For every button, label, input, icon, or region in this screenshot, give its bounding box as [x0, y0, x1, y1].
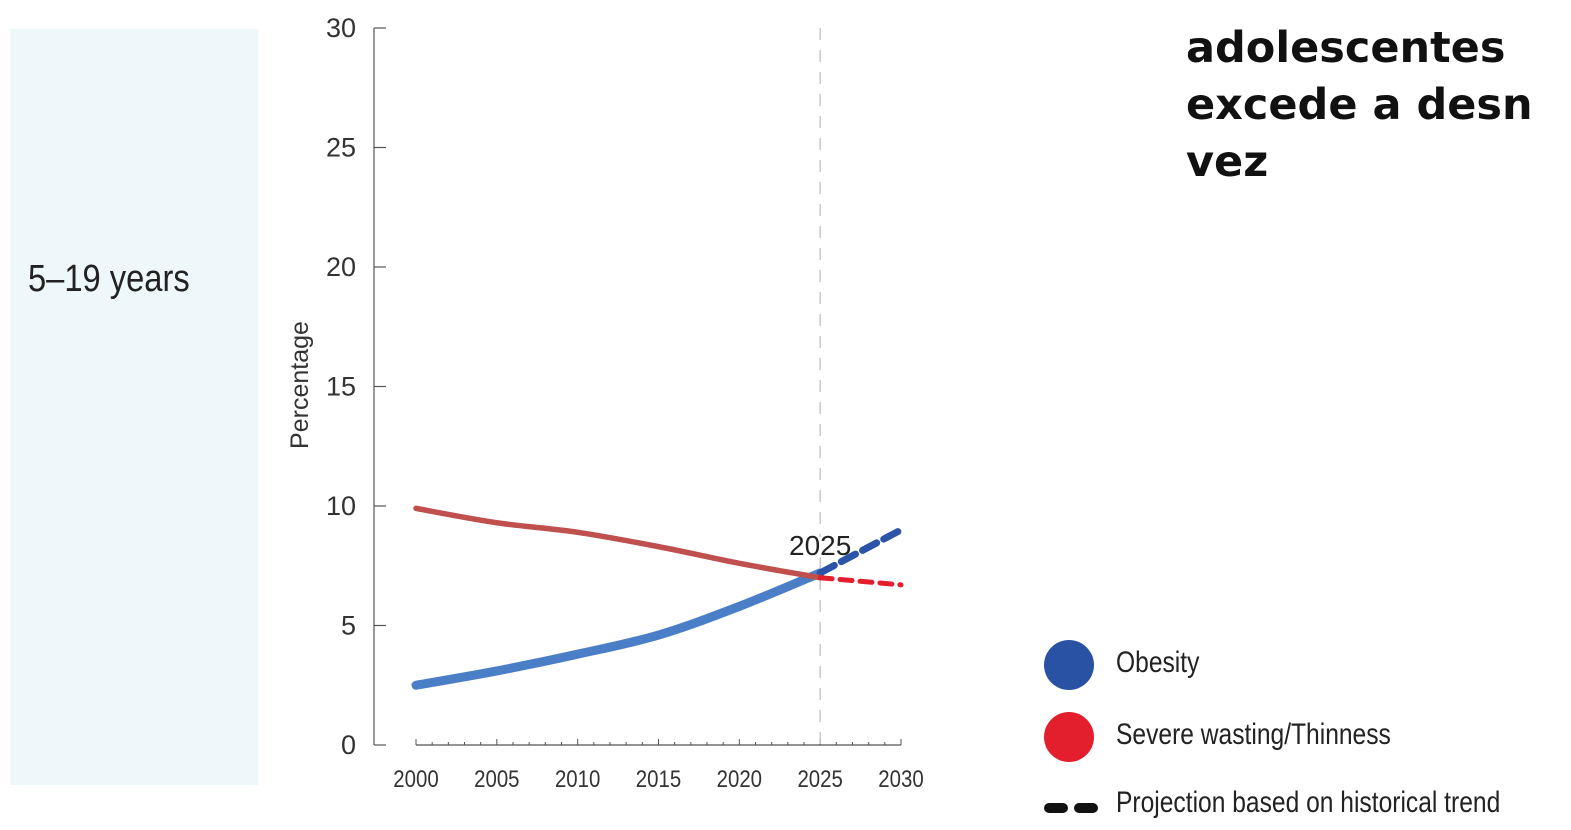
y-tick-label-5: 5: [341, 611, 356, 641]
series-group: [411, 505, 905, 690]
legend-label-obesity: Obesity: [1116, 646, 1200, 679]
x-tick-label-2010: 2010: [555, 765, 600, 792]
projection-line-wasting: [817, 575, 904, 588]
age-group-label: 5–19 years: [28, 258, 190, 300]
y-tick-label-25: 25: [326, 133, 356, 163]
y-axis: 0 5 10 15 20 25 30: [326, 13, 386, 760]
y-tick-label-0: 0: [341, 730, 356, 760]
y-tick-label-20: 20: [326, 252, 356, 282]
y-axis-label: Percentage: [286, 321, 314, 449]
series-line-obesity: [411, 568, 825, 690]
legend-swatch-wasting: [1044, 712, 1094, 762]
x-tick-label-2020: 2020: [717, 765, 762, 792]
headline-line-1: adolescentes: [1186, 23, 1506, 73]
headline-line-3: vez: [1186, 137, 1269, 187]
reference-line-group: 2025: [787, 28, 854, 745]
y-tick-label-15: 15: [326, 372, 356, 402]
legend-swatch-obesity: [1044, 640, 1094, 690]
legend-label-projection: Projection based on historical trend: [1116, 786, 1501, 819]
headline-line-2: excede a desn: [1186, 80, 1533, 130]
y-tick-label-30: 30: [326, 13, 356, 43]
x-axis: 2000 2005 2010 2015 2020 2025 2030: [393, 739, 924, 792]
age-group-panel: [10, 29, 258, 785]
series-line-wasting: [413, 505, 823, 581]
x-tick-label-2025: 2025: [797, 765, 842, 792]
headline: adolescentes excede a desn vez: [1186, 20, 1571, 191]
x-tick-label-2015: 2015: [636, 765, 681, 792]
legend-label-wasting: Severe wasting/Thinness: [1116, 718, 1391, 751]
legend-swatch-projection: [1044, 803, 1100, 813]
y-tick-label-10: 10: [326, 491, 356, 521]
x-tick-label-2005: 2005: [474, 765, 519, 792]
reference-line-label: 2025: [789, 530, 851, 561]
x-tick-label-2030: 2030: [878, 765, 923, 792]
projection-line-obesity: [816, 526, 905, 577]
x-tick-label-2000: 2000: [393, 765, 438, 792]
